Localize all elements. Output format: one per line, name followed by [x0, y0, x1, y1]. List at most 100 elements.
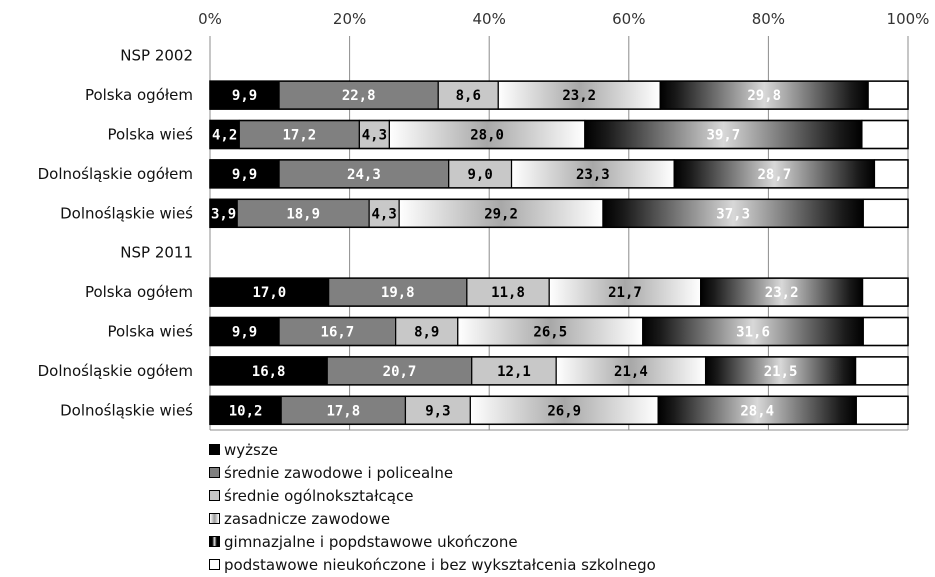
data-label: 26,5 — [533, 325, 567, 341]
data-label: 29,8 — [747, 88, 781, 104]
data-label: 17,0 — [252, 285, 286, 301]
bar-segment — [704, 356, 857, 386]
data-label: 21,7 — [608, 285, 642, 301]
bar-segment — [867, 80, 909, 110]
data-label: 4,3 — [362, 128, 387, 144]
data-label: 23,3 — [576, 167, 610, 183]
data-label: 9,0 — [467, 167, 492, 183]
legend-item: gimnazjalne i popdstawowe ukończone — [209, 530, 656, 553]
data-label: 21,5 — [764, 364, 798, 380]
data-label: 8,6 — [456, 88, 481, 104]
x-tick-label: 60% — [612, 10, 645, 28]
data-label: 10,2 — [229, 403, 263, 419]
bar-segment — [280, 395, 407, 425]
bar-segment — [584, 119, 863, 150]
bar-outline — [209, 277, 909, 307]
category-labels: NSP 2002 Polska ogółem Polska wieś Dolnoślą… — [38, 47, 194, 420]
category-label: Dolnośląskie ogółem — [38, 362, 193, 380]
bar-segment — [659, 80, 869, 110]
legend-swatch — [209, 536, 220, 547]
data-label: 12,1 — [497, 364, 531, 380]
data-label: 18,9 — [286, 206, 320, 222]
data-label: 9,3 — [425, 403, 450, 419]
legend-label: wyższe — [224, 440, 278, 459]
legend-item: podstawowe nieukończone i bez wykształce… — [209, 553, 656, 576]
x-tick-label: 100% — [887, 10, 930, 28]
category-label: Polska wieś — [107, 323, 193, 341]
bar-outline — [209, 80, 909, 110]
data-label: 16,8 — [252, 364, 286, 380]
data-label: 16,7 — [321, 325, 355, 341]
bar-segment — [278, 80, 439, 110]
bar-segment — [855, 356, 909, 386]
bar-segment — [278, 159, 450, 189]
legend-swatch — [209, 467, 220, 478]
x-axis-ticks: 0% 20% 40% 60% 80% 100% — [198, 10, 929, 28]
x-tick-label: 40% — [473, 10, 506, 28]
data-label: 9,9 — [232, 88, 257, 104]
bar-segment — [657, 395, 857, 425]
data-label: 9,9 — [232, 325, 257, 341]
bar-segment — [700, 277, 864, 307]
data-label: 39,7 — [707, 128, 741, 144]
data-label: 20,7 — [383, 364, 417, 380]
data-label: 28,7 — [757, 167, 791, 183]
data-label: 19,8 — [381, 285, 415, 301]
legend-swatch — [209, 513, 220, 524]
legend-item: średnie zawodowe i policealne — [209, 461, 656, 484]
data-label: 4,3 — [372, 206, 397, 222]
legend: wyższe średnie zawodowe i policealne średn… — [209, 438, 656, 576]
bar-outline — [209, 316, 909, 347]
bar-segment — [448, 159, 513, 189]
bar-segment — [855, 395, 909, 425]
bar-segment — [873, 159, 909, 189]
x-tick-label: 80% — [752, 10, 785, 28]
data-label: 11,8 — [491, 285, 525, 301]
category-label: Dolnośląskie wieś — [60, 401, 193, 419]
data-label: 17,8 — [326, 403, 360, 419]
data-label: 21,4 — [614, 364, 648, 380]
bar-segment — [862, 198, 909, 228]
bar-outline — [209, 356, 909, 386]
bar-segment — [209, 316, 280, 347]
legend-swatch — [209, 444, 220, 455]
bar-outline — [209, 395, 909, 426]
bar-segment — [861, 119, 909, 150]
data-label: 28,4 — [740, 403, 774, 419]
legend-label: średnie ogólnokształcące — [224, 486, 414, 505]
category-label: Dolnośląskie ogółem — [38, 165, 193, 183]
x-tick-label: 20% — [333, 10, 366, 28]
legend-item: średnie ogólnokształcące — [209, 484, 656, 507]
bar-segment — [862, 316, 909, 347]
data-label: 28,0 — [470, 128, 504, 144]
bar-segment — [395, 316, 459, 347]
bar-segment — [398, 198, 604, 228]
bar-segment — [209, 395, 282, 425]
legend-label: podstawowe nieukończone i bez wykształce… — [224, 555, 656, 574]
category-label: Polska ogółem — [85, 86, 193, 104]
bar-segment — [328, 277, 468, 307]
category-label: Polska ogółem — [85, 283, 193, 301]
data-label: 23,2 — [562, 88, 596, 104]
bar-segment — [602, 198, 864, 228]
legend-label: średnie zawodowe i policealne — [224, 463, 454, 482]
data-label: 24,3 — [347, 167, 381, 183]
data-label: 37,3 — [716, 206, 750, 222]
bar-segment — [437, 80, 499, 110]
stacked-bar-chart: 0% 20% 40% 60% 80% 100% NSP 2002 Polska ogółem… — [38, 10, 929, 431]
legend-swatch — [209, 490, 220, 501]
bar-outline — [209, 119, 909, 150]
bar-segment — [278, 316, 397, 347]
legend-label: gimnazjalne i popdstawowe ukończone — [224, 532, 518, 551]
data-label: 22,8 — [342, 88, 376, 104]
data-label: 9,9 — [232, 167, 257, 183]
x-tick-label: 0% — [198, 10, 222, 28]
bar-outline — [209, 198, 909, 229]
data-label: 23,2 — [765, 285, 799, 301]
data-label: 17,2 — [282, 128, 316, 144]
bars: 9,9 22,8 8,6 23,2 29,8 4,2 17,2 4,3 28,0 39,7 9,9 2… — [209, 80, 909, 426]
legend-item: zasadnicze zawodowe — [209, 507, 656, 530]
category-label: NSP 2011 — [120, 244, 193, 262]
category-label: Dolnośląskie wieś — [60, 204, 193, 222]
data-label: 3,9 — [211, 206, 236, 222]
